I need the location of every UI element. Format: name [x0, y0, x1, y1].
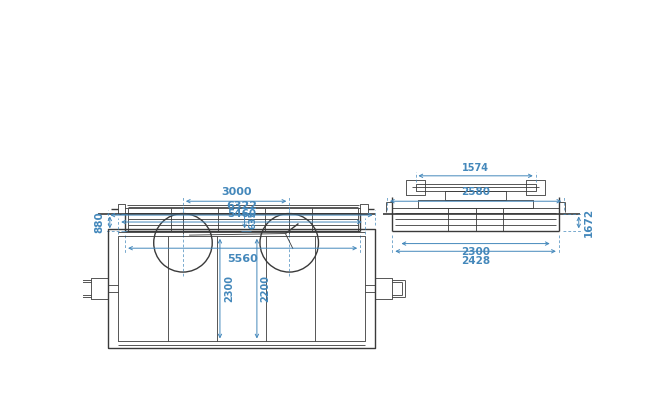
Text: 1672: 1672 [584, 208, 593, 237]
Text: 5460: 5460 [227, 209, 256, 219]
Text: 2580: 2580 [461, 187, 490, 197]
Text: 3000: 3000 [221, 187, 252, 197]
Text: 1574: 1574 [462, 163, 489, 173]
Text: 2200: 2200 [261, 275, 271, 302]
Text: 2300: 2300 [224, 275, 234, 302]
Text: 2300: 2300 [461, 248, 490, 258]
Text: 2428: 2428 [461, 256, 490, 266]
Text: 6322: 6322 [226, 201, 257, 211]
Text: 880: 880 [94, 212, 105, 233]
Text: 5560: 5560 [227, 254, 258, 264]
Text: 635: 635 [248, 210, 257, 229]
